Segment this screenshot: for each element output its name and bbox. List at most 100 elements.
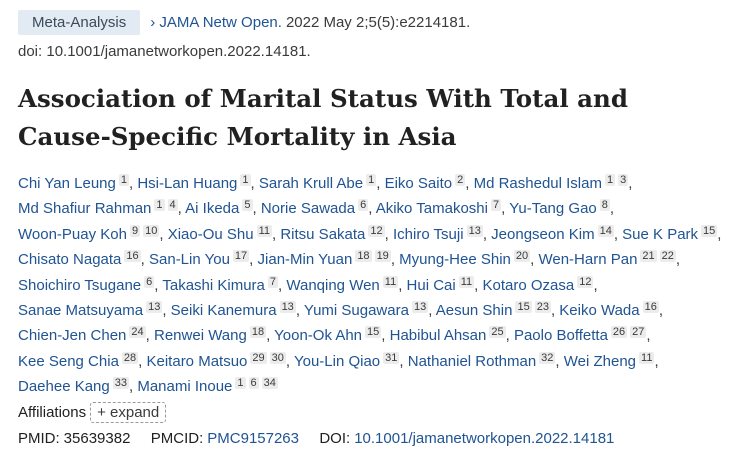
affiliation-ref[interactable]: 4 — [167, 199, 178, 212]
author-link[interactable]: Yu-Tang Gao — [509, 200, 597, 218]
affiliation-ref[interactable]: 1 — [604, 174, 616, 186]
affiliation-ref[interactable]: 7 — [490, 199, 502, 212]
affiliation-ref[interactable]: 10 — [143, 224, 160, 237]
expand-affiliations-button[interactable]: + expand — [90, 402, 167, 423]
author-link[interactable]: Sarah Krull Abe — [258, 175, 364, 192]
journal-name[interactable]: JAMA Netw Open. — [159, 14, 282, 31]
author-link[interactable]: Paolo Boffetta — [513, 327, 608, 345]
author-link[interactable]: Keiko Wada — [559, 302, 640, 320]
author-link[interactable]: Jian-Min Yuan — [257, 251, 353, 269]
affiliation-ref[interactable]: 5 — [242, 199, 253, 212]
affiliation-ref[interactable]: 18 — [249, 326, 267, 339]
author-link[interactable]: Woon-Puay Koh — [18, 225, 127, 243]
affiliation-ref[interactable]: 3 — [618, 174, 629, 186]
author-link[interactable]: Ritsu Sakata — [280, 225, 366, 243]
author-link[interactable]: Chien-Jen Chen — [18, 327, 127, 345]
affiliation-ref[interactable]: 1 — [366, 174, 377, 186]
affiliation-ref[interactable]: 22 — [659, 250, 676, 263]
author-link[interactable]: Wen-Harn Pan — [538, 251, 638, 269]
author-link[interactable]: Xiao-Ou Shu — [167, 225, 254, 243]
author-link[interactable]: Norie Sawada — [260, 200, 356, 218]
author-link[interactable]: Sue K Park — [622, 225, 699, 243]
author-link[interactable]: Ichiro Tsuji — [392, 225, 464, 243]
affiliation-ref[interactable]: 32 — [539, 351, 556, 364]
affiliation-ref[interactable]: 11 — [458, 275, 475, 288]
author-link[interactable]: Md Rashedul Islam — [473, 175, 602, 192]
affiliation-ref[interactable]: 13 — [146, 301, 163, 314]
affiliation-ref[interactable]: 15 — [701, 224, 718, 237]
affiliation-ref[interactable]: 11 — [256, 224, 272, 237]
author-link[interactable]: Hsi-Lan Huang — [137, 175, 238, 192]
author-link[interactable]: Akiko Tamakoshi — [375, 200, 488, 218]
affiliation-ref[interactable]: 1 — [235, 377, 246, 390]
affiliation-ref[interactable]: 16 — [124, 250, 141, 263]
affiliation-ref[interactable]: 9 — [129, 224, 141, 237]
affiliation-ref[interactable]: 20 — [513, 250, 531, 263]
author-link[interactable]: Chi Yan Leung — [18, 175, 116, 192]
author-link[interactable]: San-Lin You — [149, 251, 230, 269]
affiliation-ref[interactable]: 13 — [411, 301, 429, 314]
publication-type-badge[interactable]: Meta-Analysis — [18, 10, 141, 35]
affiliation-ref[interactable]: 27 — [630, 326, 647, 339]
author-link[interactable]: Md Shafiur Rahman — [18, 200, 152, 218]
affiliation-ref[interactable]: 15 — [365, 326, 382, 339]
affiliation-ref[interactable]: 1 — [154, 199, 165, 212]
author-link[interactable]: Habibul Ahsan — [389, 327, 487, 345]
author-link[interactable]: Yoon-Ok Ahn — [274, 327, 363, 345]
affiliation-ref[interactable]: 15 — [515, 301, 532, 314]
affiliation-ref[interactable]: 11 — [639, 351, 655, 364]
affiliation-ref[interactable]: 23 — [534, 301, 551, 314]
doi-link[interactable]: 10.1001/jamanetworkopen.2022.14181 — [354, 430, 615, 447]
affiliation-ref[interactable]: 12 — [368, 224, 385, 237]
affiliation-ref[interactable]: 2 — [455, 174, 466, 186]
author-link[interactable]: You-Lin Qiao — [293, 352, 381, 370]
author-link[interactable]: Wei Zheng — [563, 352, 637, 370]
affiliation-ref[interactable]: 8 — [599, 199, 610, 212]
author-link[interactable]: Kee Seng Chia — [18, 352, 119, 370]
affiliation-ref[interactable]: 13 — [279, 301, 296, 314]
author-link[interactable]: Sanae Matsuyama — [18, 302, 144, 320]
affiliation-ref[interactable]: 14 — [597, 224, 614, 237]
affiliation-ref[interactable]: 19 — [374, 250, 391, 263]
author-link[interactable]: Eiko Saito — [384, 175, 453, 192]
affiliation-ref[interactable]: 28 — [121, 351, 139, 364]
author-link[interactable]: Wanqing Wen — [286, 276, 380, 294]
author-link[interactable]: Aesun Shin — [435, 302, 513, 320]
affiliation-ref[interactable]: 1 — [118, 174, 129, 186]
pmcid-link[interactable]: PMC9157263 — [207, 430, 299, 447]
author-link[interactable]: Ai Ikeda — [185, 200, 240, 218]
affiliation-ref[interactable]: 12 — [577, 275, 594, 288]
affiliation-ref[interactable]: 29 — [250, 351, 267, 364]
affiliation-ref[interactable]: 1 — [240, 174, 251, 186]
author-link[interactable]: Myung-Hee Shin — [399, 251, 511, 269]
author-link[interactable]: Yumi Sugawara — [303, 302, 409, 320]
affiliation-ref[interactable]: 21 — [640, 250, 657, 263]
journal-link[interactable]: › JAMA Netw Open. — [150, 14, 282, 31]
affiliation-ref[interactable]: 13 — [466, 224, 483, 237]
author-link[interactable]: Hui Cai — [406, 276, 456, 294]
author-link[interactable]: Chisato Nagata — [18, 251, 122, 269]
affiliation-ref[interactable]: 33 — [112, 377, 129, 390]
author-link[interactable]: Keitaro Matsuo — [146, 352, 248, 370]
author-link[interactable]: Shoichiro Tsugane — [18, 276, 142, 294]
author-link[interactable]: Renwei Wang — [154, 327, 247, 345]
affiliation-ref[interactable]: 6 — [248, 377, 259, 390]
affiliation-ref[interactable]: 31 — [383, 351, 400, 364]
affiliation-ref[interactable]: 16 — [642, 301, 659, 314]
affiliation-ref[interactable]: 6 — [144, 275, 155, 288]
author-link[interactable]: Manami Inoue — [137, 378, 233, 396]
author-link[interactable]: Daehee Kang — [18, 378, 110, 396]
affiliation-ref[interactable]: 34 — [261, 377, 278, 390]
affiliation-ref[interactable]: 7 — [267, 275, 279, 288]
author-link[interactable]: Nathaniel Rothman — [407, 352, 537, 370]
affiliation-ref[interactable]: 18 — [355, 250, 372, 263]
author-link[interactable]: Seiki Kanemura — [170, 302, 277, 320]
author-link[interactable]: Kotaro Ozasa — [482, 276, 575, 294]
affiliation-ref[interactable]: 11 — [382, 275, 399, 288]
author-link[interactable]: Jeongseon Kim — [491, 225, 595, 243]
affiliation-ref[interactable]: 25 — [489, 326, 506, 339]
affiliation-ref[interactable]: 24 — [129, 326, 146, 339]
affiliation-ref[interactable]: 17 — [232, 250, 250, 263]
author-link[interactable]: Takashi Kimura — [162, 276, 265, 294]
affiliation-ref[interactable]: 26 — [610, 326, 628, 339]
